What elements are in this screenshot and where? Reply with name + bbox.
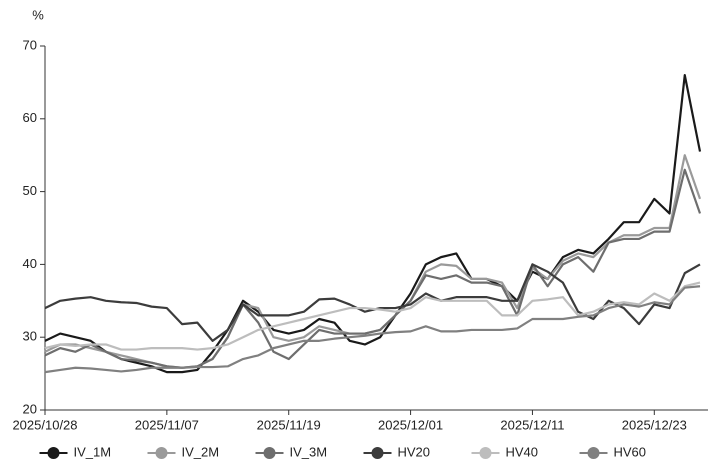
y-tick-label: 60 xyxy=(23,110,37,125)
series-line xyxy=(44,154,702,369)
y-tick-label: 50 xyxy=(23,183,37,198)
series-line xyxy=(44,281,701,351)
legend-label: HV60 xyxy=(614,444,647,459)
legend-marker xyxy=(263,447,276,459)
x-tick-label: 2025/11/07 xyxy=(135,417,199,432)
x-tick-label: 2025/12/01 xyxy=(378,417,443,432)
legend-marker xyxy=(371,447,384,459)
legend-label: HV40 xyxy=(506,444,539,459)
legend-label: HV20 xyxy=(398,444,431,459)
y-tick-label: 30 xyxy=(23,329,37,344)
legend-label: IV_1M xyxy=(74,444,112,459)
y-tick-label: 40 xyxy=(23,256,37,271)
legend-label: IV_2M xyxy=(182,444,220,459)
legend-marker xyxy=(587,447,600,459)
legend-marker xyxy=(155,447,168,459)
legend-label: IV_3M xyxy=(290,444,328,459)
y-tick-label: 70 xyxy=(23,37,37,52)
legend-marker xyxy=(479,447,492,459)
legend-marker xyxy=(47,447,60,459)
series-line xyxy=(44,168,702,369)
series-line xyxy=(44,285,701,374)
x-tick-label: 2025/12/11 xyxy=(500,417,564,432)
series-line xyxy=(44,263,701,342)
y-axis-label: % xyxy=(32,7,44,22)
x-tick-label: 2025/12/23 xyxy=(622,417,687,432)
series-line xyxy=(44,74,702,374)
x-tick-label: 2025/11/19 xyxy=(257,417,321,432)
x-tick-label: 2025/10/28 xyxy=(12,417,77,432)
y-tick-label: 20 xyxy=(23,401,37,416)
